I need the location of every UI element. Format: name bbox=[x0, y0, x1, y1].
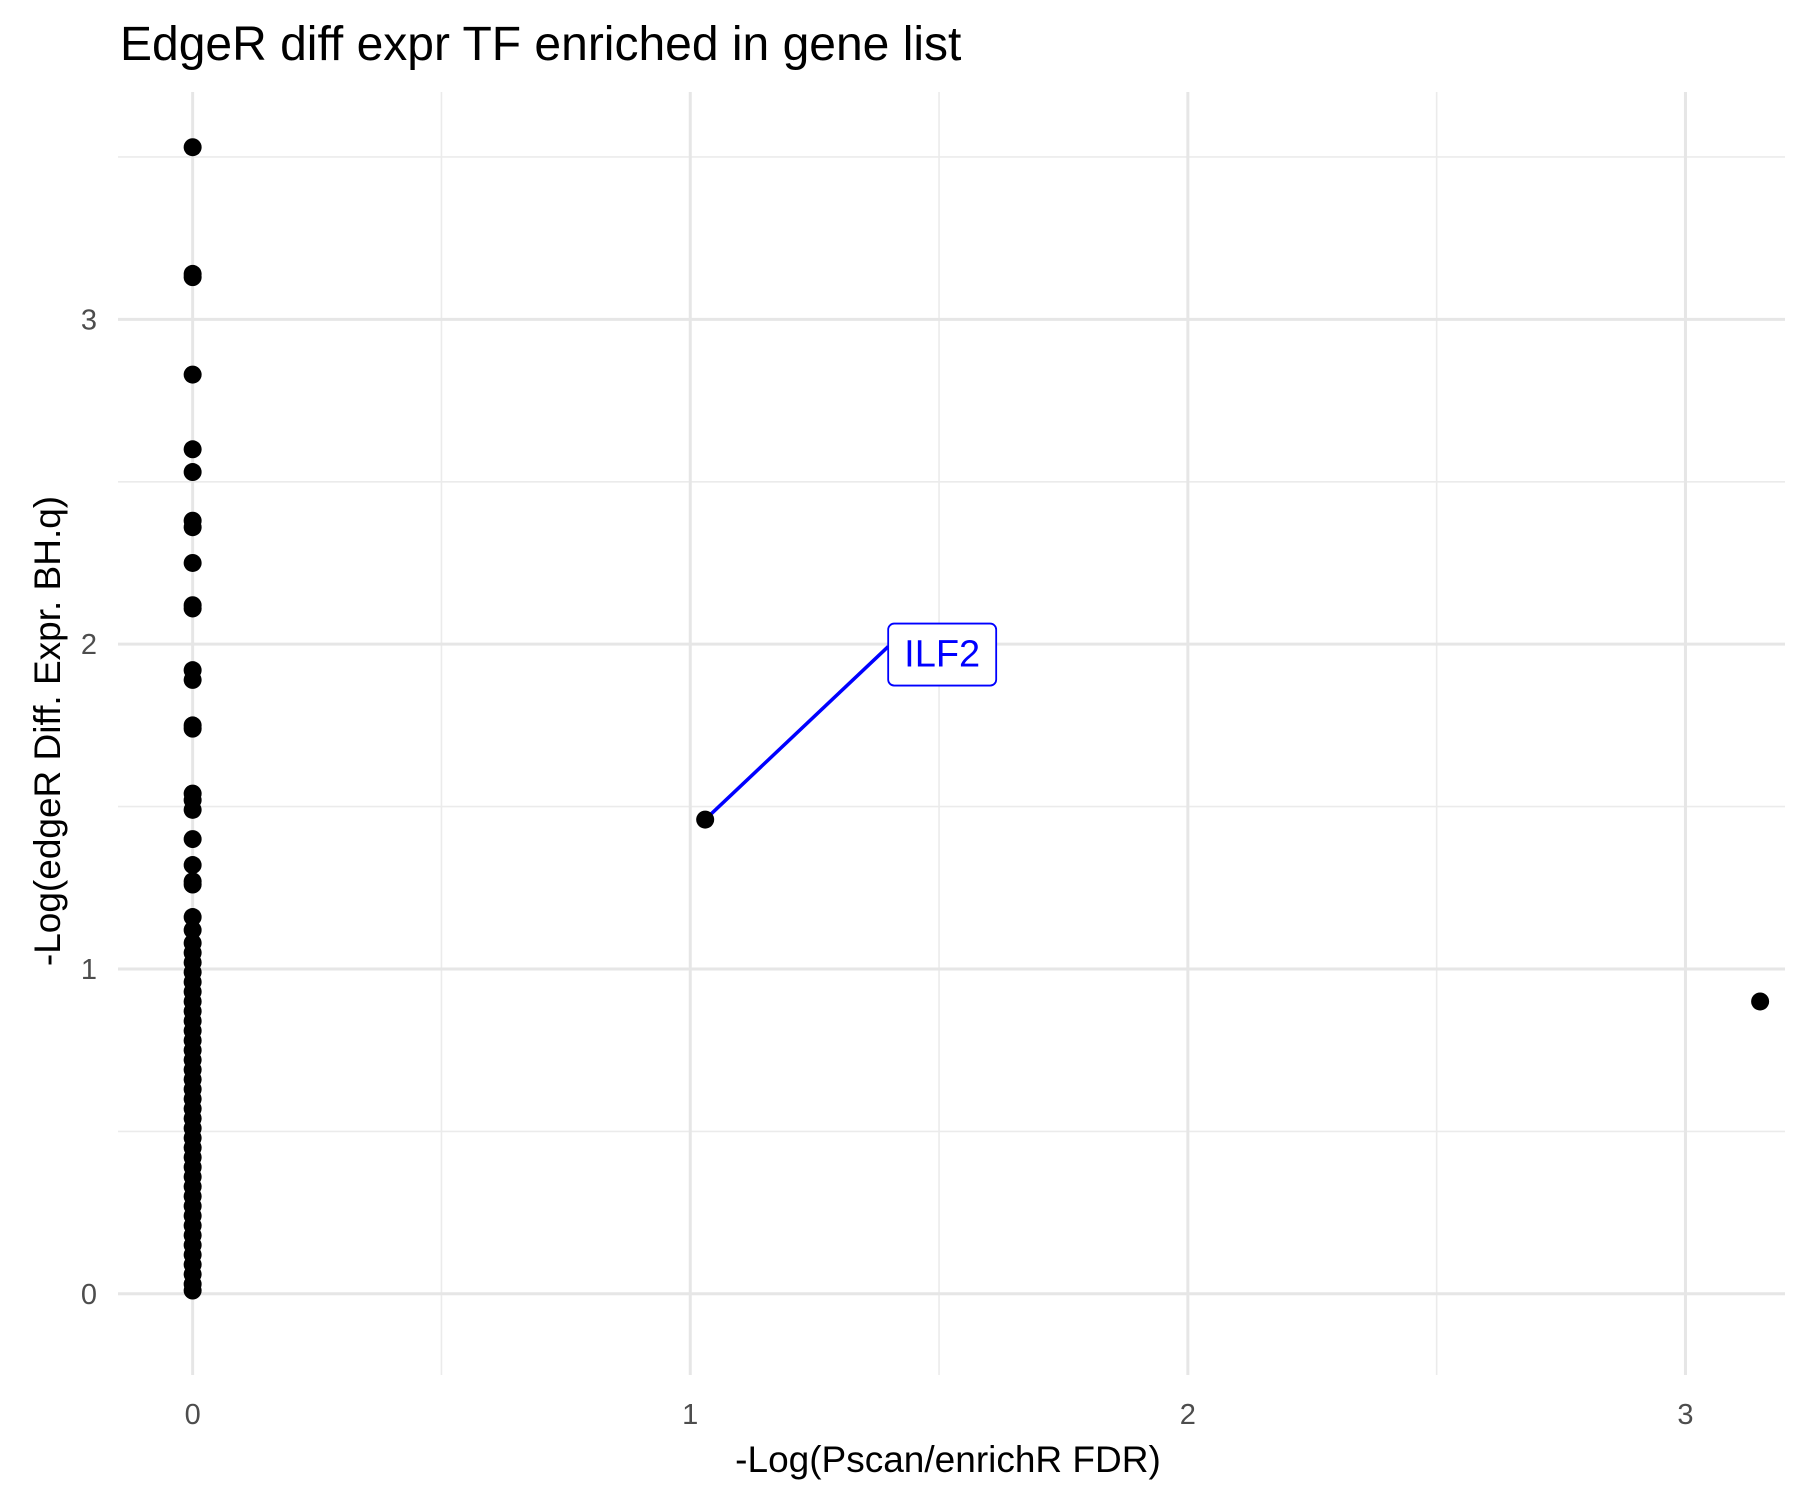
x-tick-label: 1 bbox=[682, 1399, 698, 1431]
y-axis-label: -Log(edgeR Diff. Expr. BH.q) bbox=[27, 496, 68, 966]
label-connector-line bbox=[703, 645, 890, 821]
y-tick-label: 3 bbox=[81, 304, 97, 336]
x-tick-label: 3 bbox=[1677, 1399, 1693, 1431]
y-tick-label: 1 bbox=[81, 954, 97, 986]
x-tick-label: 2 bbox=[1180, 1399, 1196, 1431]
grid bbox=[118, 92, 1785, 1375]
data-point bbox=[183, 670, 202, 689]
data-point bbox=[183, 518, 202, 537]
y-tick-label: 2 bbox=[81, 629, 97, 661]
x-tick-label: 0 bbox=[185, 1399, 201, 1431]
annotations: ILF2 bbox=[703, 622, 998, 821]
data-point bbox=[183, 856, 202, 875]
point-label-box bbox=[887, 622, 998, 687]
data-point bbox=[696, 810, 715, 829]
data-point bbox=[183, 268, 202, 287]
y-tick-labels: 0 1 2 3 bbox=[81, 304, 97, 1310]
data-point bbox=[183, 875, 202, 894]
data-point bbox=[183, 553, 202, 572]
data-point bbox=[183, 719, 202, 738]
data-points bbox=[183, 138, 1770, 1300]
data-point bbox=[1751, 992, 1770, 1011]
data-point bbox=[183, 908, 202, 927]
point-label: ILF2 bbox=[904, 634, 980, 676]
x-tick-labels: 0 1 2 3 bbox=[185, 1399, 1694, 1431]
data-point bbox=[183, 1281, 202, 1300]
data-point bbox=[183, 463, 202, 482]
data-point bbox=[183, 800, 202, 819]
data-point bbox=[183, 440, 202, 459]
data-point bbox=[183, 365, 202, 384]
data-point bbox=[183, 830, 202, 849]
data-point bbox=[183, 138, 202, 157]
data-point bbox=[183, 599, 202, 618]
data-point bbox=[183, 921, 202, 940]
chart-title: EdgeR diff expr TF enriched in gene list bbox=[120, 18, 961, 71]
x-axis-label: -Log(Pscan/enrichR FDR) bbox=[735, 1439, 1161, 1480]
y-tick-label: 0 bbox=[81, 1279, 97, 1311]
